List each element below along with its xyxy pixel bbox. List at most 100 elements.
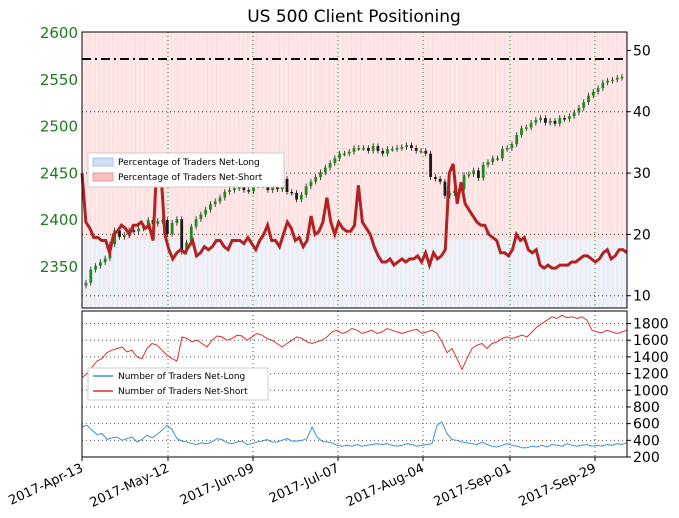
candle-body xyxy=(314,177,318,182)
candle-body xyxy=(165,220,169,235)
candle-body xyxy=(448,192,452,196)
candle-body xyxy=(481,164,485,178)
x-tick-label: 2017-Sep-29 xyxy=(517,461,599,510)
candle-body xyxy=(419,150,423,153)
candle-body xyxy=(386,148,389,154)
left-tick-label: 2600 xyxy=(40,24,78,42)
candle-body xyxy=(567,116,571,120)
candle-body xyxy=(122,235,126,237)
candle-body xyxy=(405,145,409,148)
upper-legend-box xyxy=(87,152,285,188)
candle-body xyxy=(587,95,590,103)
candle-body xyxy=(357,148,361,150)
candle-body xyxy=(290,191,294,194)
right-tick-label: 40 xyxy=(633,105,651,121)
x-tick-label: 2017-Sep-01 xyxy=(432,461,514,510)
right-tick-label: 10 xyxy=(633,289,651,305)
legend-label-net-long: Percentage of Traders Net-Long xyxy=(118,158,260,168)
legend-label-net-short: Percentage of Traders Net-Short xyxy=(118,173,263,183)
left-axis-ticks: 2350 2400 2450 2500 2550 2600 xyxy=(40,24,78,276)
candle-body xyxy=(237,187,241,189)
candle-body xyxy=(534,119,538,123)
candle-body xyxy=(390,148,394,151)
candle-body xyxy=(429,153,432,178)
lower-legend-box xyxy=(87,367,269,401)
right-tick-label: 30 xyxy=(633,166,651,182)
lower-legend: Number of Traders Net-Long Number of Tra… xyxy=(87,367,269,401)
lower-tick-label: 1000 xyxy=(633,383,669,399)
x-tick-label: 2017-Aug-04 xyxy=(344,461,427,510)
x-tick-label: 2017-Jul-07 xyxy=(267,461,342,506)
right-axis-ticks: 10 20 30 40 50 xyxy=(627,43,651,305)
candle-body xyxy=(352,148,356,152)
candle-body xyxy=(347,151,351,154)
left-tick-label: 2500 xyxy=(40,118,78,136)
candle-body xyxy=(381,150,385,154)
x-axis-dates: 2017-Apr-13 2017-May-12 2017-Jun-09 2017-Ju… xyxy=(6,457,599,511)
candle-body xyxy=(611,79,614,82)
upper-legend: Percentage of Traders Net-Long Percentag… xyxy=(87,152,285,188)
left-tick-label: 2550 xyxy=(40,71,78,89)
candle-body xyxy=(486,162,490,165)
candle-body xyxy=(371,146,375,151)
legend-swatch-net-short xyxy=(92,172,114,182)
right-tick-label: 50 xyxy=(633,43,651,59)
candle-body xyxy=(582,102,586,108)
candle-body xyxy=(443,181,447,196)
x-tick-label: 2017-Jun-09 xyxy=(178,461,257,508)
candle-body xyxy=(189,226,193,243)
candle-body xyxy=(414,148,418,151)
candle-body xyxy=(247,190,251,192)
lower-tick-label: 1800 xyxy=(633,317,669,333)
candle-body xyxy=(453,191,456,193)
lower-tick-label: 400 xyxy=(633,433,660,449)
x-tick-label: 2017-Apr-13 xyxy=(6,461,85,509)
candle-body xyxy=(563,118,566,120)
lower-panel-frame xyxy=(81,310,628,458)
candle-body xyxy=(529,122,533,128)
candle-body xyxy=(170,222,174,235)
candle-body xyxy=(232,188,236,191)
candle-body xyxy=(209,204,212,210)
lower-tick-label: 800 xyxy=(633,400,660,416)
candle-body xyxy=(180,219,184,252)
candle-body xyxy=(323,167,327,173)
candle-body xyxy=(558,118,562,124)
upper-panel xyxy=(80,31,628,309)
left-tick-label: 2450 xyxy=(40,164,78,182)
candle-body xyxy=(400,147,404,149)
candle-body xyxy=(376,146,380,151)
legend-label-net-short-count: Number of Traders Net-Short xyxy=(118,387,248,397)
candle-body xyxy=(295,192,298,200)
candle-body xyxy=(572,112,576,117)
candle-body xyxy=(218,197,222,202)
right-tick-label: 20 xyxy=(633,227,651,243)
candle-body xyxy=(213,201,217,205)
candle-body xyxy=(204,209,208,215)
candle-body xyxy=(113,230,117,245)
candle-body xyxy=(132,230,136,232)
candle-body xyxy=(175,219,179,223)
net-short-percentage-line xyxy=(80,160,628,271)
candle-body xyxy=(146,220,150,227)
candle-body xyxy=(118,230,121,237)
candle-body xyxy=(577,107,581,113)
candle-body xyxy=(467,174,471,176)
candle-body xyxy=(223,191,227,198)
candle-body xyxy=(500,148,504,159)
candle-body xyxy=(496,158,499,160)
candle-body xyxy=(548,120,552,123)
candle-body xyxy=(601,82,605,89)
lower-tick-label: 1600 xyxy=(633,333,669,349)
net-short-count-line xyxy=(81,314,628,379)
candle-body xyxy=(333,158,337,163)
candle-body xyxy=(410,145,413,149)
chart-title: US 500 Client Positioning xyxy=(247,7,461,27)
candle-body xyxy=(510,144,514,149)
candle-body xyxy=(544,118,547,123)
candle-body xyxy=(194,219,198,227)
candle-body xyxy=(89,269,93,283)
legend-swatch-net-long xyxy=(92,157,114,167)
candle-body xyxy=(304,186,308,195)
